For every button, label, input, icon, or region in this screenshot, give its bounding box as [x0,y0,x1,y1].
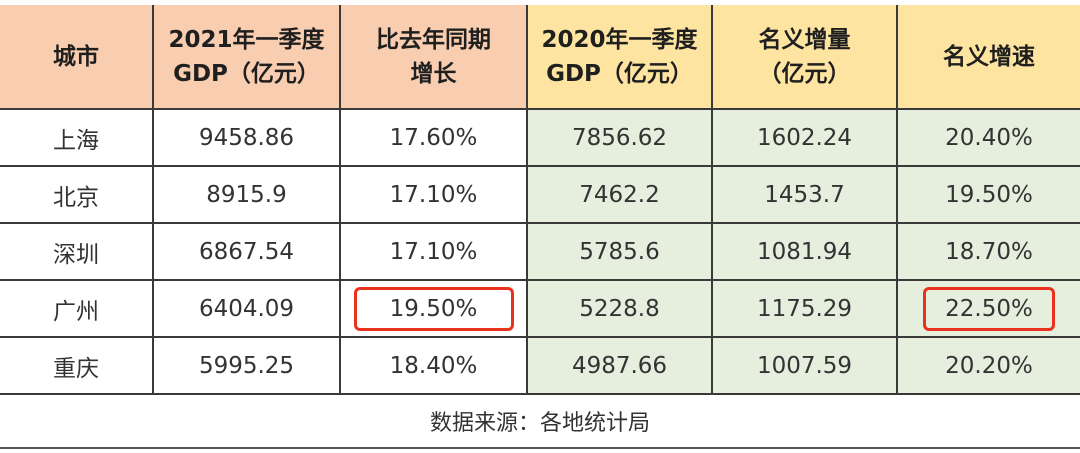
cell-nominal-growth: 20.20% [896,336,1080,395]
cell-nominal-increase: 1081.94 [711,222,898,281]
table-row: 广州 6404.09 19.50% 5228.8 1175.29 22.50% [0,279,1080,338]
cell-yoy-growth: 17.60% [339,108,528,167]
cell-gdp-2021q1: 8915.9 [152,165,341,224]
cell-nominal-increase: 1007.59 [711,336,898,395]
cell-gdp-2021q1: 6404.09 [152,279,341,338]
cell-nominal-increase: 1602.24 [711,108,898,167]
header-row: 城市 2021年一季度 GDP（亿元） 比去年同期 增长 2020年一季度 GD… [0,5,1080,110]
cell-yoy-growth: 18.40% [339,336,528,395]
source-row: 数据来源：各地统计局 [0,393,1080,449]
cell-gdp-2020q1: 5228.8 [526,279,713,338]
cell-nominal-growth: 19.50% [896,165,1080,224]
header-city: 城市 [0,5,154,110]
cell-city: 广州 [0,279,154,338]
cell-city: 重庆 [0,336,154,395]
cell-city: 北京 [0,165,154,224]
cell-city: 深圳 [0,222,154,281]
cell-city: 上海 [0,108,154,167]
source-note: 数据来源：各地统计局 [0,393,1080,449]
highlight-box-yoy-growth: 19.50% [353,286,514,331]
header-gdp-2020q1: 2020年一季度 GDP（亿元） [526,5,713,110]
cell-nominal-growth: 20.40% [896,108,1080,167]
header-nominal-increase: 名义增量 （亿元） [711,5,898,110]
cell-nominal-increase: 1453.7 [711,165,898,224]
gdp-comparison-table-container: 城市 2021年一季度 GDP（亿元） 比去年同期 增长 2020年一季度 GD… [0,5,1080,449]
header-yoy-growth: 比去年同期 增长 [339,5,528,110]
cell-gdp-2020q1: 5785.6 [526,222,713,281]
table-row: 北京 8915.9 17.10% 7462.2 1453.7 19.50% [0,165,1080,224]
cell-nominal-growth: 22.50% [896,279,1080,338]
gdp-comparison-table: 城市 2021年一季度 GDP（亿元） 比去年同期 增长 2020年一季度 GD… [0,5,1080,449]
cell-gdp-2020q1: 4987.66 [526,336,713,395]
cell-gdp-2020q1: 7462.2 [526,165,713,224]
header-gdp-2021q1: 2021年一季度 GDP（亿元） [152,5,341,110]
cell-yoy-growth: 17.10% [339,165,528,224]
cell-gdp-2021q1: 9458.86 [152,108,341,167]
table-row: 上海 9458.86 17.60% 7856.62 1602.24 20.40% [0,108,1080,167]
cell-gdp-2021q1: 6867.54 [152,222,341,281]
cell-gdp-2020q1: 7856.62 [526,108,713,167]
cell-yoy-growth: 17.10% [339,222,528,281]
header-nominal-growth: 名义增速 [896,5,1080,110]
highlight-box-nominal-growth: 22.50% [923,286,1055,331]
cell-gdp-2021q1: 5995.25 [152,336,341,395]
cell-nominal-growth: 18.70% [896,222,1080,281]
table-row: 深圳 6867.54 17.10% 5785.6 1081.94 18.70% [0,222,1080,281]
table-row: 重庆 5995.25 18.40% 4987.66 1007.59 20.20% [0,336,1080,395]
cell-yoy-growth: 19.50% [339,279,528,338]
cell-nominal-increase: 1175.29 [711,279,898,338]
